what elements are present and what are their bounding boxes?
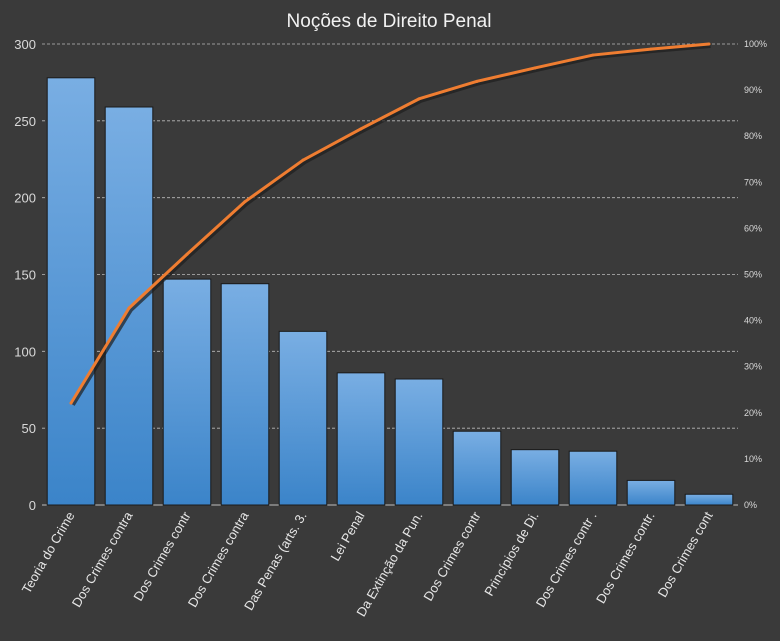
bar — [626, 479, 676, 506]
left-tick-label: 150 — [14, 268, 36, 283]
cumulative-line-shadow — [70, 43, 711, 406]
cumulative-line — [69, 42, 711, 406]
cumulative-point — [649, 47, 653, 51]
bar — [336, 372, 386, 506]
chart-title: Noções de Direito Penal — [287, 11, 492, 32]
category-label: Lei Penal — [327, 509, 367, 564]
left-axis-ticks: 0 50 100 150 200 250 300 — [14, 37, 36, 513]
cumulative-line-path — [69, 42, 710, 404]
right-tick-label: 0% — [744, 500, 757, 510]
cumulative-point — [591, 53, 595, 57]
category-label: Dos Crimes contr — [130, 508, 194, 603]
category-label: Das Penas (arts. 3. — [241, 509, 310, 613]
right-tick-label: 20% — [744, 408, 762, 418]
cumulative-point — [359, 127, 363, 131]
left-tick-label: 300 — [14, 37, 36, 52]
left-tick-label: 100 — [14, 344, 36, 359]
left-tick-label: 50 — [22, 421, 36, 436]
category-label: Princípios de Di. — [481, 509, 541, 598]
cumulative-point — [417, 97, 421, 101]
right-tick-label: 50% — [744, 270, 762, 280]
cumulative-point — [69, 401, 73, 405]
category-label: Dos Crimes contra — [69, 508, 136, 609]
bar — [220, 283, 270, 506]
bars — [46, 77, 734, 506]
cumulative-point — [533, 66, 537, 70]
right-tick-label: 40% — [744, 316, 762, 326]
cumulative-point — [475, 79, 479, 83]
cumulative-point — [243, 200, 247, 204]
category-label: Teoria do Crime — [19, 509, 78, 596]
right-tick-label: 90% — [744, 85, 762, 95]
right-axis-ticks: 0% 10% 20% 30% 40% 50% 60% 70% 80% 90% 100% — [744, 39, 767, 510]
right-tick-label: 100% — [744, 39, 767, 49]
right-tick-label: 70% — [744, 177, 762, 187]
bar — [162, 278, 212, 506]
right-tick-label: 60% — [744, 223, 762, 233]
cumulative-point — [185, 252, 189, 256]
bar — [278, 330, 328, 506]
right-tick-label: 10% — [744, 454, 762, 464]
category-label: Dos Crimes contra — [185, 508, 252, 609]
bar — [104, 106, 154, 506]
category-label: Dos Crimes contr . — [533, 509, 600, 610]
left-tick-label: 250 — [14, 114, 36, 129]
category-label: Dos Crimes cont — [655, 509, 716, 600]
left-tick-label: 0 — [29, 498, 36, 513]
bar — [452, 430, 502, 506]
right-tick-label: 80% — [744, 131, 762, 141]
gridlines — [42, 43, 738, 506]
left-tick-label: 200 — [14, 191, 36, 206]
right-tick-label: 30% — [744, 362, 762, 372]
category-label: Dos Crimes contr. — [593, 509, 658, 606]
bar — [684, 493, 734, 506]
cumulative-point — [127, 306, 131, 310]
cumulative-point — [707, 42, 711, 46]
cumulative-point — [301, 158, 305, 162]
bar — [568, 450, 618, 506]
category-label: Dos Crimes contr — [420, 508, 484, 603]
bar — [510, 449, 560, 506]
bar — [46, 77, 96, 506]
category-label: Da Extinção da Pun. — [353, 509, 425, 619]
bar — [394, 378, 444, 506]
